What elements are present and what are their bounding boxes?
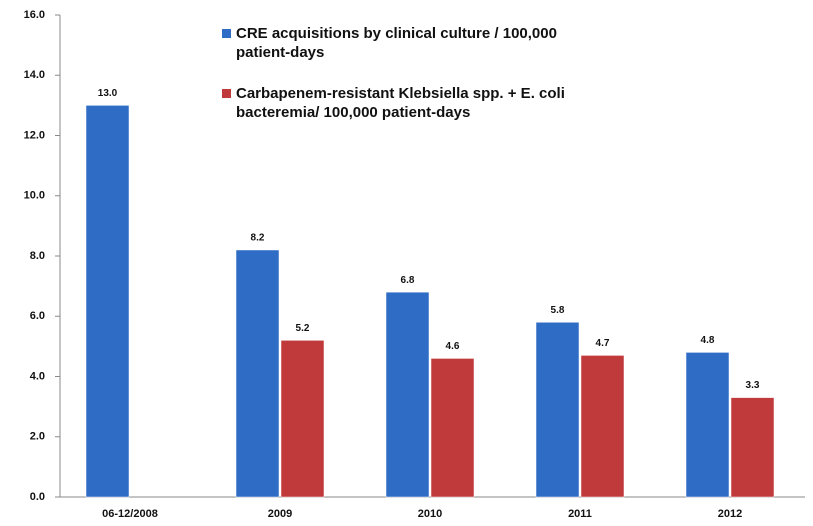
value-label: 3.3 bbox=[746, 380, 760, 391]
y-tick-label: 16.0 bbox=[24, 9, 45, 21]
legend-line: bacteremia/ 100,000 patient-days bbox=[236, 104, 470, 121]
bar bbox=[385, 291, 430, 498]
x-tick-label: 2009 bbox=[268, 508, 292, 520]
x-tick-label: 2010 bbox=[418, 508, 442, 520]
y-tick-label: 6.0 bbox=[30, 310, 45, 322]
bar bbox=[85, 105, 130, 498]
value-label: 5.8 bbox=[551, 305, 565, 316]
bar bbox=[430, 358, 475, 498]
value-label: 8.2 bbox=[251, 233, 265, 244]
bar bbox=[535, 322, 580, 498]
legend-line: Carbapenem-resistant Klebsiella spp. + E… bbox=[236, 85, 569, 102]
value-label: 5.2 bbox=[296, 323, 310, 334]
bar bbox=[685, 352, 730, 498]
value-label: 4.6 bbox=[446, 341, 460, 352]
legend-label: Carbapenem-resistant Klebsiella spp. + E… bbox=[236, 85, 569, 121]
value-label: 13.0 bbox=[98, 88, 118, 99]
x-tick-label: 06-12/2008 bbox=[102, 508, 158, 520]
legend-line: patient-days bbox=[236, 44, 324, 61]
legend-line: CRE acquisitions by clinical culture / 1… bbox=[236, 25, 561, 42]
y-tick-label: 0.0 bbox=[30, 491, 45, 503]
x-tick-label: 2011 bbox=[568, 508, 592, 520]
legend-swatch bbox=[222, 89, 231, 98]
x-tick-label: 2012 bbox=[718, 508, 742, 520]
y-tick-label: 14.0 bbox=[24, 69, 45, 81]
y-tick-label: 8.0 bbox=[30, 250, 45, 262]
y-tick-label: 10.0 bbox=[24, 190, 45, 202]
bar bbox=[730, 397, 775, 498]
y-tick-label: 4.0 bbox=[30, 370, 45, 382]
bar bbox=[580, 355, 625, 498]
value-label: 4.7 bbox=[596, 338, 610, 349]
value-label: 6.8 bbox=[401, 275, 415, 286]
y-tick-label: 2.0 bbox=[30, 431, 45, 443]
bar bbox=[235, 249, 280, 498]
legend-swatch bbox=[222, 29, 231, 38]
y-tick-label: 12.0 bbox=[24, 129, 45, 141]
bar bbox=[280, 340, 325, 498]
value-label: 4.8 bbox=[701, 335, 715, 346]
legend-label: CRE acquisitions by clinical culture / 1… bbox=[236, 25, 561, 61]
